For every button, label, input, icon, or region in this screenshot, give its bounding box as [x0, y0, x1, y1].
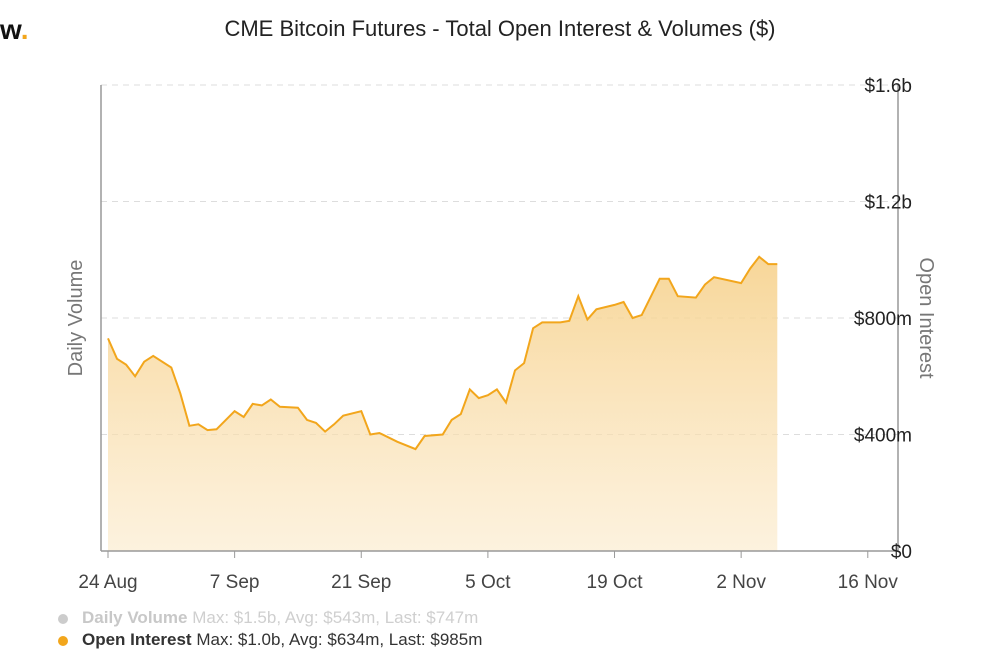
legend-swatch-icon [58, 613, 68, 624]
left-axis-label: Daily Volume [65, 260, 87, 377]
y-tick-label: $800m [854, 309, 912, 330]
x-tick-label: 19 Oct [587, 572, 644, 593]
x-tick-label: 2 Nov [716, 572, 766, 593]
x-tick-label: 24 Aug [78, 572, 137, 593]
y-tick-label: $0 [891, 542, 912, 563]
legend-series-name: Daily Volume [82, 608, 188, 627]
x-tick-label: 21 Sep [331, 572, 391, 593]
grid-lines [101, 84, 898, 435]
brand-logo-dot: . [20, 14, 29, 45]
x-tick-label: 16 Nov [838, 572, 899, 593]
legend-series-stats: Max: $1.0b, Avg: $634m, Last: $985m [196, 630, 483, 649]
y-tick-label: $1.6b [864, 76, 912, 97]
y-tick-label: $400m [854, 426, 912, 447]
legend-item-daily-volume[interactable]: Daily Volume Max: $1.5b, Avg: $543m, Las… [58, 608, 478, 628]
x-tick-label: 5 Oct [465, 572, 511, 593]
x-tick-label: 7 Sep [210, 572, 260, 593]
legend-item-open-interest[interactable]: Open Interest Max: $1.0b, Avg: $634m, La… [58, 630, 482, 650]
legend-swatch-icon [58, 635, 68, 646]
legend-series-name: Open Interest [82, 630, 192, 649]
open-interest-area [108, 256, 778, 551]
chart-title: CME Bitcoin Futures - Total Open Interes… [224, 16, 776, 41]
y-tick-label: $1.2b [864, 193, 912, 214]
x-axis-ticks: 24 Aug 7 Sep 21 Sep 5 Oct 19 Oct 2 Nov 16 Nov [78, 551, 898, 593]
brand-logo: w. [0, 14, 29, 45]
legend-series-stats: Max: $1.5b, Avg: $543m, Last: $747m [192, 608, 479, 627]
right-axis-ticks: $0 $400m $800m $1.2b $1.6b [854, 76, 912, 563]
right-axis-label: Open Interest [915, 257, 937, 379]
open-interest-line [107, 255, 778, 451]
chart-canvas: $0 $400m $800m $1.2b $1.6b 24 Aug 7 Sep 21 Sep… [65, 76, 937, 593]
